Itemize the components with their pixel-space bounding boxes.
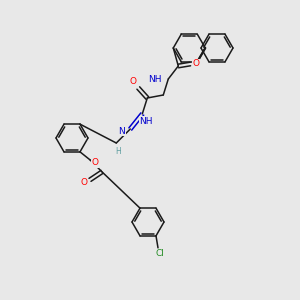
Text: H: H xyxy=(116,146,121,155)
Text: O: O xyxy=(80,178,88,188)
Text: NH: NH xyxy=(148,76,161,85)
Text: O: O xyxy=(92,158,98,167)
Text: N: N xyxy=(118,127,125,136)
Text: O: O xyxy=(193,59,200,68)
Text: O: O xyxy=(130,76,137,85)
Text: NH: NH xyxy=(140,116,153,125)
Text: Cl: Cl xyxy=(156,249,164,258)
